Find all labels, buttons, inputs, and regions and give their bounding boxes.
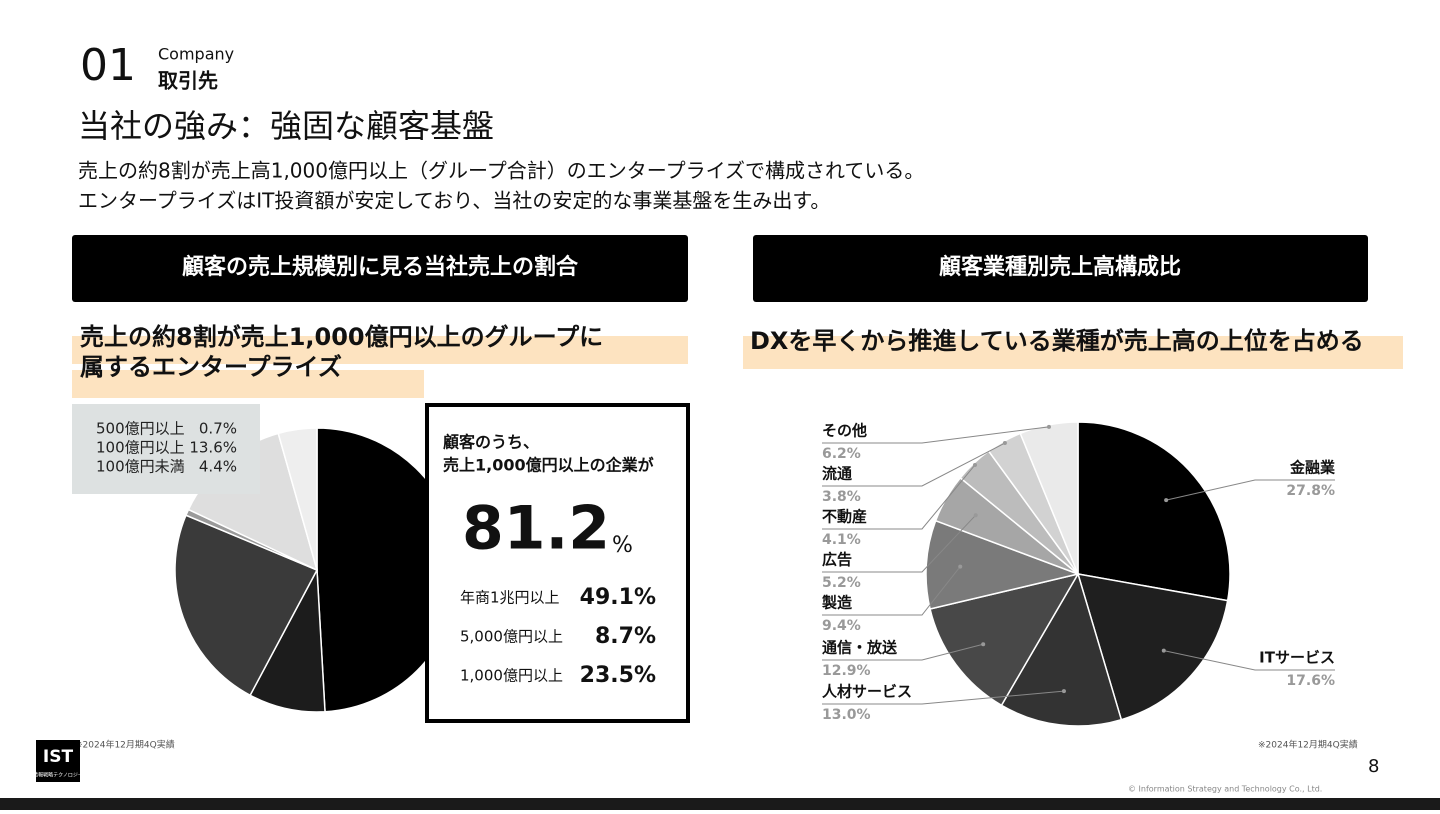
section-number: 01: [80, 40, 136, 91]
pie-label: 人材サービス: [822, 683, 912, 701]
pie-label: 金融業: [1289, 459, 1336, 477]
pie-left: [174, 427, 460, 713]
legend-label: 100億円以上: [96, 439, 185, 457]
leader-line: [822, 442, 1006, 487]
slide-title: 当社の強み：強固な顧客基盤: [78, 107, 494, 145]
pie-slice: [1019, 421, 1079, 575]
section-label: Company: [158, 45, 234, 64]
leader-line: [1166, 479, 1335, 501]
note: ※2024年12月期4Q実績: [75, 739, 175, 751]
logo-mark: IST: [43, 747, 74, 767]
headline-value: 81.2: [462, 494, 610, 564]
pie-value: 4.1%: [822, 532, 861, 548]
legend-label: 500億円以上: [96, 420, 185, 438]
leader-line: [822, 643, 984, 661]
copyright: © Information Strategy and Technology Co…: [1128, 785, 1322, 794]
legend-label: 100億円未満: [96, 458, 185, 476]
pie-value: 3.8%: [822, 489, 861, 505]
pie-value: 27.8%: [1286, 483, 1335, 499]
section-name: 取引先: [158, 69, 218, 93]
logo-name: 情報戦略テクノロジー: [33, 772, 83, 779]
highlight: [72, 336, 688, 364]
lead-text: 売上の約8割が売上高1,000億円以上（グループ合計）のエンタープライズで構成さ…: [78, 159, 924, 183]
leader-line: [822, 426, 1050, 444]
callout-text: 顧客のうち、: [443, 433, 539, 452]
chart-title: 顧客業種別売上高構成比: [939, 254, 1181, 280]
pie-label: 製造: [821, 594, 852, 612]
leader-dot: [1002, 441, 1007, 446]
pie-label: 通信・放送: [822, 639, 898, 657]
pie-label: その他: [822, 422, 867, 440]
pie-slice: [1076, 573, 1229, 721]
callout-box: [425, 403, 690, 723]
leader-dot: [1164, 498, 1169, 503]
pie-right: [925, 421, 1231, 727]
legend: 500億円以上 0.7% 100億円以上 13.6%100億円未満 4.4%: [96, 420, 237, 476]
callout-text: 売上1,000億円以上の企業が: [443, 456, 654, 475]
row-value: 8.7%: [595, 624, 656, 649]
pie-slice: [277, 427, 318, 571]
lead-text: エンタープライズはIT投資額が安定しており、当社の安定的な事業基盤を生み出す。: [78, 189, 830, 213]
pie-slice: [925, 519, 1081, 610]
legend-value: 4.4%: [199, 458, 237, 476]
headline-unit: %: [612, 533, 633, 558]
row-label: 1,000億円以上: [460, 667, 563, 685]
row-value: 49.1%: [580, 585, 656, 610]
pie-value: 9.4%: [822, 618, 861, 634]
chart-subtitle: 属するエンタープライズ: [80, 353, 342, 381]
pie-label: 流通: [822, 465, 852, 483]
leader-dot: [958, 564, 963, 569]
callout-rows: 年商1兆円以上 49.1% 5,000億円以上 8.7% 1,000億円以上 23.5%: [460, 585, 656, 688]
row-value: 23.5%: [580, 663, 656, 688]
pie-slice: [1000, 572, 1123, 727]
highlight: [72, 370, 424, 398]
leader-line: [822, 690, 1064, 705]
pie-value: 6.2%: [822, 446, 861, 462]
pie-value: 12.9%: [822, 663, 871, 679]
leader-dot: [1046, 424, 1051, 429]
header-box: [753, 235, 1368, 302]
legend-box: [72, 404, 260, 494]
row-label: 年商1兆円以上: [460, 589, 560, 607]
leader-dot: [1161, 648, 1166, 653]
leader-dot: [972, 462, 977, 467]
pie-slice: [929, 572, 1080, 707]
leader-dot: [981, 642, 986, 647]
header-box: [72, 235, 688, 302]
leader-line: [822, 514, 977, 573]
leader-dot: [1061, 689, 1066, 694]
footer-bar: [0, 798, 1440, 810]
pie-slice: [1077, 421, 1231, 602]
chart-subtitle: 売上の約8割が売上1,000億円以上のグループに: [80, 323, 603, 351]
pie-value: 13.0%: [822, 707, 871, 723]
chart-subtitle: DXを早くから推進している業種が売上高の上位を占める: [750, 327, 1364, 355]
pie-label: 不動産: [822, 508, 867, 526]
leader-line: [822, 464, 976, 530]
pie-labels: 金融業 27.8% ITサービス 17.6% 人材サービス 13.0% 通信・放送 12.9%…: [821, 422, 1336, 724]
pie-label: 広告: [822, 551, 852, 569]
pie-slice: [174, 514, 319, 697]
legend-value: 13.6%: [189, 439, 237, 457]
pie-label: ITサービス: [1259, 649, 1335, 667]
highlight: [743, 336, 1403, 369]
leader-line: [1163, 650, 1335, 671]
page-number: 8: [1368, 756, 1379, 777]
legend-value: 0.7%: [199, 420, 237, 438]
logo: [36, 740, 80, 782]
pie-value: 17.6%: [1286, 673, 1335, 689]
pie-value: 5.2%: [822, 575, 861, 591]
leader-dot: [973, 513, 978, 518]
row-label: 5,000億円以上: [460, 628, 563, 646]
chart-title: 顧客の売上規模別に見る当社売上の割合: [182, 254, 579, 280]
leader-line: [822, 566, 961, 616]
note: ※2024年12月期4Q実績: [1258, 739, 1358, 751]
